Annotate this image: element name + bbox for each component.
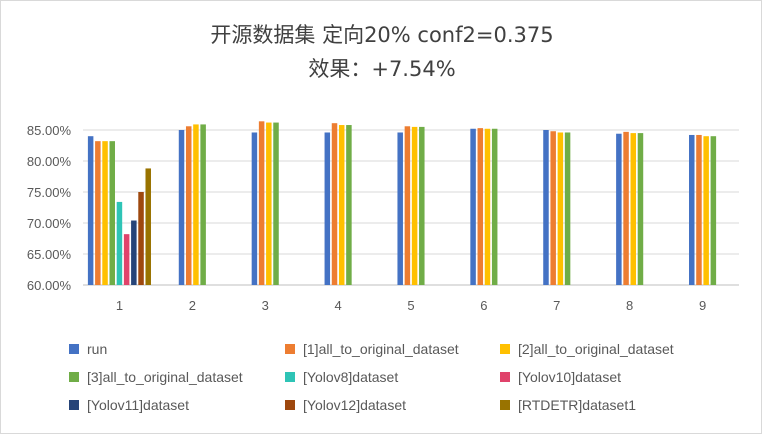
bar	[419, 126, 425, 286]
bar	[338, 125, 345, 285]
bar	[470, 128, 476, 285]
legend-label: [2]all_to_original_dataset	[518, 341, 674, 357]
legend-label: [Yolov12]dataset	[303, 397, 406, 413]
x-tick-label: 7	[553, 298, 560, 313]
x-tick-label: 4	[334, 298, 341, 313]
bar	[138, 192, 144, 285]
legend-label: [3]all_to_original_dataset	[87, 369, 243, 385]
bar	[95, 141, 101, 285]
legend-swatch	[500, 372, 510, 382]
y-tick-label: 80.00%	[27, 154, 72, 169]
y-tick-label: 70.00%	[27, 216, 72, 231]
bar	[185, 126, 192, 285]
x-tick-label: 6	[480, 298, 487, 313]
x-tick-label: 2	[189, 298, 196, 313]
legend-label: [RTDETR]dataset1	[518, 397, 636, 413]
y-tick-label: 65.00%	[27, 247, 72, 262]
bar	[637, 133, 644, 285]
bar	[109, 141, 115, 285]
bar	[193, 124, 199, 285]
gridlines	[83, 129, 739, 286]
legend-label: [Yolov8]dataset	[303, 369, 398, 385]
bar	[710, 136, 717, 285]
x-tick-label: 9	[699, 298, 706, 313]
bars	[87, 121, 717, 286]
bar	[258, 121, 265, 285]
bar	[87, 136, 94, 285]
legend-swatch	[285, 372, 295, 382]
bar	[557, 132, 564, 285]
x-tick-label: 8	[626, 298, 633, 313]
bar	[102, 141, 108, 285]
legend-swatch	[69, 400, 79, 410]
bar	[123, 234, 130, 285]
legend-label: [1]all_to_original_dataset	[303, 341, 459, 357]
legend: run [1]all_to_original_dataset [2]all_to_o…	[69, 341, 674, 413]
bar	[331, 123, 338, 286]
bar	[491, 128, 498, 285]
chart-title-line1: 开源数据集 定向20% conf2=0.375	[210, 23, 553, 47]
legend-label: run	[87, 341, 107, 357]
bar	[564, 132, 571, 285]
bar	[251, 132, 258, 285]
bar	[324, 132, 331, 285]
bar	[484, 128, 491, 285]
bar	[550, 131, 556, 285]
bar	[273, 122, 279, 285]
chart-title-line2: 效果：+7.54%	[308, 57, 455, 81]
legend-label: [Yolov10]dataset	[518, 369, 621, 385]
x-axis-ticks: 1 2 3 4 5 6 7 8 9	[116, 298, 706, 313]
bar	[346, 125, 352, 285]
y-tick-label: 60.00%	[27, 278, 72, 293]
bar	[200, 124, 206, 285]
bar	[616, 133, 622, 285]
bar	[404, 126, 411, 285]
legend-swatch	[285, 400, 295, 410]
bar	[116, 201, 123, 285]
bar	[131, 220, 137, 285]
x-tick-label: 3	[262, 298, 269, 313]
bar	[630, 133, 637, 285]
y-axis-ticks: 60.00% 65.00% 70.00% 75.00% 80.00% 85.00%	[27, 123, 72, 293]
legend-swatch	[69, 372, 79, 382]
legend-swatch	[69, 344, 79, 354]
legend-swatch	[285, 344, 295, 354]
bar	[543, 130, 549, 285]
bar	[178, 130, 185, 285]
bar	[266, 122, 272, 285]
x-tick-label: 1	[116, 298, 123, 313]
bar	[689, 134, 695, 285]
y-tick-label: 85.00%	[27, 123, 72, 138]
bar	[696, 134, 702, 285]
legend-label: [Yolov11]dataset	[87, 397, 189, 413]
bar	[703, 136, 709, 285]
bar	[623, 131, 629, 285]
legend-swatch	[500, 344, 510, 354]
x-tick-label: 5	[407, 298, 414, 313]
bar	[145, 168, 151, 285]
bar	[397, 132, 403, 285]
bar	[411, 126, 418, 286]
legend-swatch	[500, 400, 510, 410]
bar	[477, 128, 484, 285]
y-tick-label: 75.00%	[27, 185, 72, 200]
